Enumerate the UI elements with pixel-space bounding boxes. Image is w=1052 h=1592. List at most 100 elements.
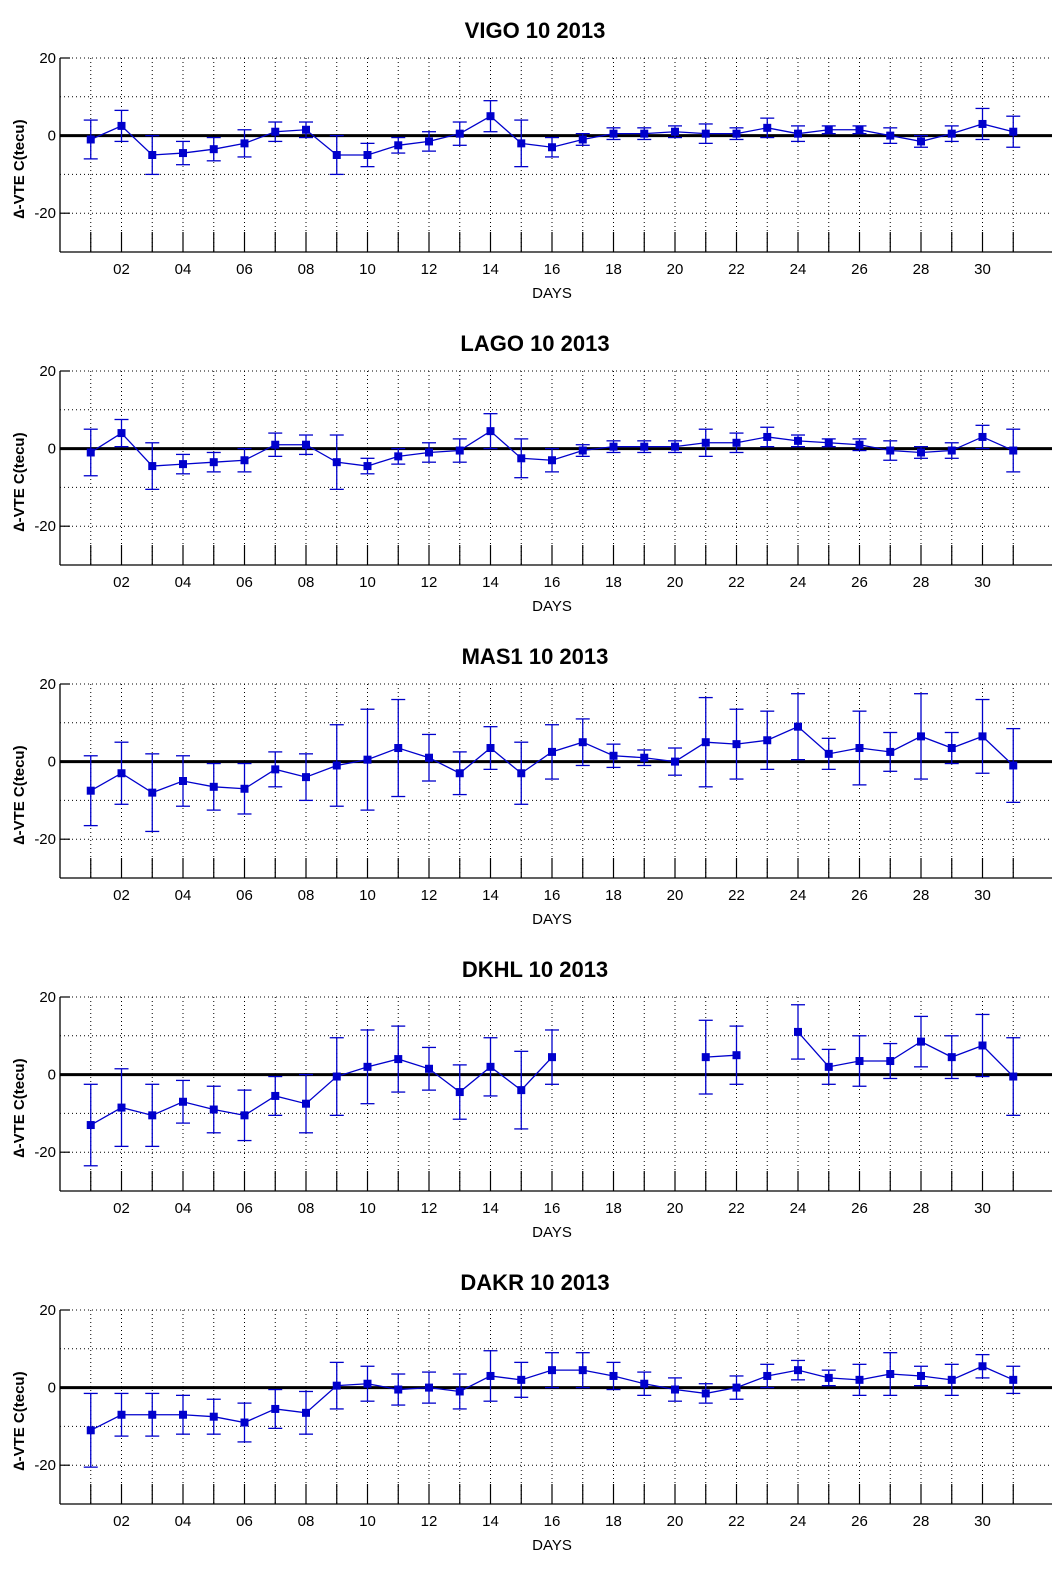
data-point bbox=[240, 456, 249, 465]
x-tick-label: 08 bbox=[298, 261, 315, 278]
x-tick-label: 12 bbox=[421, 574, 438, 591]
data-point bbox=[209, 145, 218, 154]
data-point bbox=[978, 1041, 987, 1050]
chart-title: MAS1 10 2013 bbox=[462, 644, 609, 669]
data-point bbox=[148, 788, 157, 797]
data-point bbox=[117, 1103, 126, 1112]
data-point bbox=[855, 440, 864, 449]
data-point bbox=[425, 1064, 433, 1073]
x-axis-label: DAYS bbox=[532, 598, 572, 615]
x-tick-label: 20 bbox=[667, 1513, 684, 1530]
x-tick-label: 24 bbox=[790, 574, 807, 591]
data-point bbox=[240, 784, 249, 793]
data-point bbox=[548, 747, 556, 756]
data-point bbox=[947, 1375, 956, 1384]
data-point bbox=[209, 458, 218, 467]
data-point bbox=[517, 1375, 526, 1384]
x-tick-label: 28 bbox=[913, 261, 930, 278]
data-point bbox=[1009, 1072, 1018, 1081]
data-point bbox=[794, 722, 802, 731]
x-axis-label: DAYS bbox=[532, 1537, 572, 1554]
data-point bbox=[886, 1370, 895, 1379]
data-point bbox=[824, 1373, 833, 1382]
x-tick-label: 26 bbox=[851, 261, 868, 278]
data-point bbox=[148, 1410, 157, 1419]
y-tick-label: 20 bbox=[39, 676, 56, 693]
data-point bbox=[917, 448, 925, 457]
x-tick-label: 24 bbox=[790, 261, 807, 278]
data-point bbox=[671, 442, 679, 451]
x-tick-label: 02 bbox=[113, 1513, 130, 1530]
data-point bbox=[425, 448, 433, 457]
chart-panel: DKHL 10 2013 20 0 -20 02 04 06 08 10 12 14 16 18 20 22… bbox=[0, 939, 1052, 1257]
data-point bbox=[609, 129, 618, 138]
data-point bbox=[394, 1385, 403, 1394]
x-tick-label: 12 bbox=[421, 887, 438, 904]
x-tick-label: 22 bbox=[728, 887, 745, 904]
data-point bbox=[117, 121, 126, 130]
x-tick-label: 18 bbox=[605, 574, 622, 591]
data-point bbox=[302, 125, 310, 134]
x-tick-label: 04 bbox=[175, 574, 192, 591]
data-point bbox=[363, 462, 372, 471]
chart-title: LAGO 10 2013 bbox=[460, 331, 609, 356]
data-point bbox=[794, 1366, 802, 1375]
data-point bbox=[548, 143, 556, 152]
data-point bbox=[271, 1404, 280, 1413]
x-tick-label: 08 bbox=[298, 1513, 315, 1530]
y-tick-label: -20 bbox=[34, 518, 56, 535]
data-point bbox=[332, 151, 341, 159]
x-tick-label: 30 bbox=[974, 261, 991, 278]
data-point bbox=[179, 1097, 187, 1106]
x-tick-label: 12 bbox=[421, 1513, 438, 1530]
data-point bbox=[271, 765, 280, 774]
data-point bbox=[517, 454, 526, 463]
data-point bbox=[609, 751, 618, 760]
x-tick-label: 02 bbox=[113, 1200, 130, 1217]
data-point bbox=[886, 446, 895, 455]
data-point bbox=[179, 149, 187, 158]
x-tick-label: 28 bbox=[913, 1200, 930, 1217]
chart-panel: LAGO 10 2013 20 0 -20 02 04 06 08 10 12 14 16 18 20 22… bbox=[0, 313, 1052, 631]
x-tick-label: 10 bbox=[359, 261, 376, 278]
x-tick-label: 26 bbox=[851, 1200, 868, 1217]
x-tick-label: 30 bbox=[974, 1513, 991, 1530]
data-point bbox=[148, 1111, 157, 1120]
x-tick-label: 06 bbox=[236, 574, 253, 591]
x-tick-label: 04 bbox=[175, 887, 192, 904]
x-tick-label: 22 bbox=[728, 1200, 745, 1217]
data-point bbox=[640, 1379, 649, 1388]
y-tick-label: 20 bbox=[39, 363, 56, 380]
data-point bbox=[394, 452, 403, 461]
data-point bbox=[794, 129, 802, 138]
y-tick-label: 0 bbox=[48, 754, 56, 771]
x-tick-label: 12 bbox=[421, 261, 438, 278]
data-point bbox=[1009, 761, 1018, 770]
chart-svg: VIGO 10 2013 20 0 -20 02 04 06 08 10 12 14 16 18 20 22… bbox=[11, 18, 1052, 302]
data-point bbox=[732, 438, 741, 447]
data-point bbox=[517, 139, 526, 148]
data-point bbox=[486, 744, 495, 753]
data-point bbox=[824, 438, 833, 447]
x-tick-label: 14 bbox=[482, 1513, 499, 1530]
data-point bbox=[517, 1086, 526, 1095]
data-point bbox=[978, 119, 987, 128]
x-tick-label: 10 bbox=[359, 574, 376, 591]
data-point bbox=[640, 753, 649, 762]
data-point bbox=[117, 429, 126, 438]
data-point bbox=[732, 740, 741, 749]
data-point bbox=[732, 1383, 741, 1392]
series-line bbox=[705, 1054, 737, 1058]
x-tick-label: 28 bbox=[913, 1513, 930, 1530]
data-point bbox=[394, 141, 403, 150]
data-point bbox=[763, 1371, 772, 1380]
data-point bbox=[302, 1099, 310, 1108]
chart-panel: VIGO 10 2013 20 0 -20 02 04 06 08 10 12 14 16 18 20 22… bbox=[0, 0, 1052, 318]
x-tick-label: 06 bbox=[236, 1513, 253, 1530]
x-tick-label: 10 bbox=[359, 887, 376, 904]
data-point bbox=[824, 1062, 833, 1071]
x-tick-label: 26 bbox=[851, 887, 868, 904]
x-tick-label: 20 bbox=[667, 574, 684, 591]
x-tick-label: 16 bbox=[544, 1200, 561, 1217]
